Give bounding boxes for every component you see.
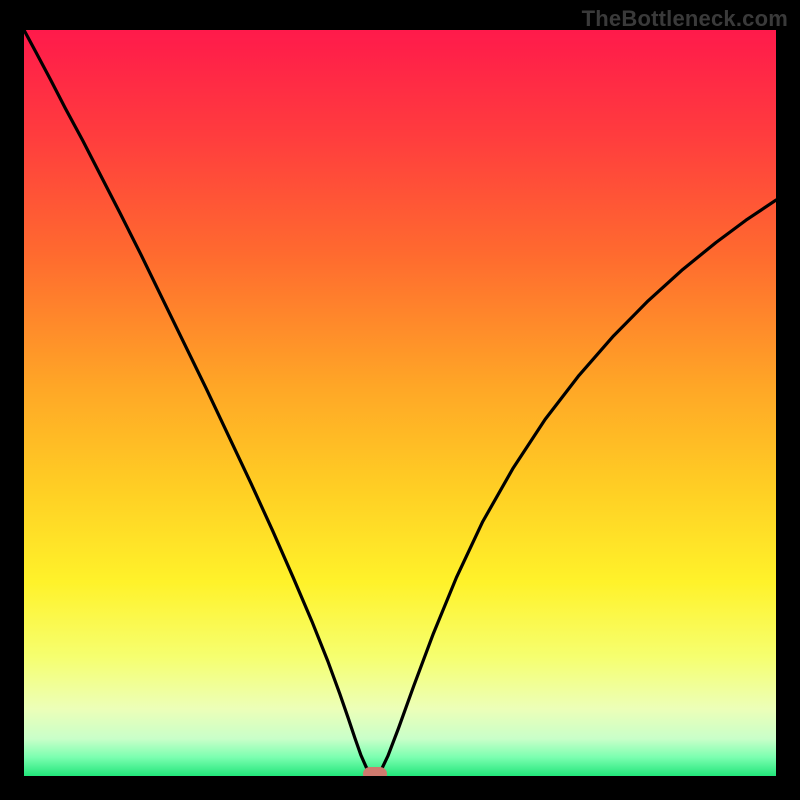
chart-curve <box>24 30 776 776</box>
curve-polyline <box>24 30 776 776</box>
chart-plot-area <box>24 30 776 776</box>
watermark-text: TheBottleneck.com <box>582 6 788 32</box>
min-marker <box>363 767 387 776</box>
